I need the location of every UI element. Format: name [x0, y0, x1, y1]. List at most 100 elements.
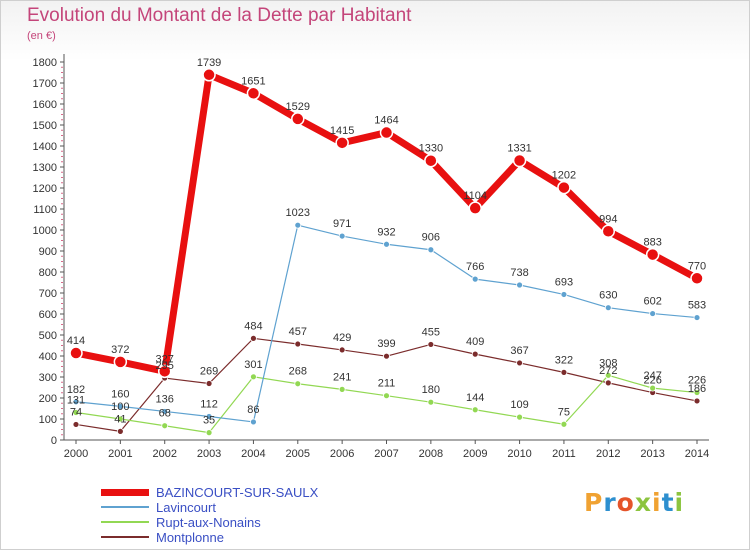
x-tick-label: 2004: [241, 448, 265, 460]
data-point-rupt-aux-nonains: [604, 371, 612, 379]
data-point-lavincourt: [250, 418, 257, 426]
y-tick-label: 200: [39, 393, 57, 405]
data-label-montplonne: 429: [333, 332, 351, 344]
data-point-rupt-aux-nonains: [161, 422, 169, 430]
data-label-lavincourt: 136: [156, 393, 174, 405]
data-point-rupt-aux-nonains: [471, 406, 479, 414]
data-point-montplonne: [693, 397, 701, 405]
data-label-rupt-aux-nonains: 268: [289, 366, 307, 378]
y-tick-label: 1800: [33, 57, 57, 69]
x-tick-label: 2008: [419, 448, 443, 460]
data-label-rupt-aux-nonains: 100: [111, 401, 129, 413]
data-point-bazincourt-sur-saulx: [113, 355, 128, 369]
data-point-rupt-aux-nonains: [294, 380, 302, 388]
data-point-rupt-aux-nonains: [338, 385, 346, 393]
data-point-montplonne: [72, 421, 80, 428]
x-tick-label: 2014: [685, 448, 709, 460]
y-tick-label: 0: [51, 435, 57, 447]
data-point-lavincourt: [294, 221, 302, 229]
data-point-bazincourt-sur-saulx: [690, 271, 704, 286]
x-tick-label: 2009: [463, 448, 487, 460]
y-tick-label: 1300: [33, 162, 57, 174]
x-tick-label: 2010: [507, 448, 531, 460]
data-point-montplonne: [471, 350, 479, 358]
data-label-rupt-aux-nonains: 301: [244, 359, 262, 371]
data-label-montplonne: 399: [377, 338, 395, 350]
legend-item-lavincourt: Lavincourt: [101, 500, 361, 515]
data-label-rupt-aux-nonains: 131: [67, 394, 85, 406]
x-tick-label: 2013: [640, 448, 664, 460]
data-label-lavincourt: 583: [688, 300, 706, 312]
data-point-rupt-aux-nonains: [693, 389, 701, 396]
data-point-lavincourt: [649, 310, 657, 317]
data-point-lavincourt: [205, 413, 213, 420]
data-point-lavincourt: [338, 232, 346, 240]
x-tick-label: 2006: [330, 448, 354, 460]
data-label-bazincourt-sur-saulx: 372: [111, 344, 129, 356]
y-tick-label: 1700: [33, 78, 57, 90]
data-label-lavincourt: 182: [67, 384, 85, 396]
data-point-bazincourt-sur-saulx: [291, 112, 305, 126]
x-tick-label: 2011: [552, 448, 576, 460]
x-tick-label: 2000: [64, 448, 88, 460]
data-point-bazincourt-sur-saulx: [601, 224, 616, 239]
data-point-bazincourt-sur-saulx: [512, 153, 527, 168]
data-label-rupt-aux-nonains: 211: [378, 378, 396, 390]
x-tick-label: 2005: [286, 448, 310, 460]
data-label-montplonne: 269: [200, 366, 218, 378]
y-tick-label: 500: [39, 330, 57, 342]
data-label-montplonne: 409: [466, 336, 484, 348]
data-label-rupt-aux-nonains: 226: [688, 375, 706, 387]
data-point-bazincourt-sur-saulx: [202, 68, 216, 82]
data-label-montplonne: 272: [599, 365, 617, 377]
x-tick-label: 2012: [596, 448, 620, 460]
data-point-montplonne: [383, 352, 390, 360]
data-point-lavincourt: [161, 408, 169, 415]
data-label-lavincourt: 906: [422, 232, 440, 244]
legend-label-lavincourt: Lavincourt: [156, 500, 216, 515]
data-label-montplonne: 226: [643, 375, 661, 387]
y-tick-label: 1600: [33, 99, 57, 111]
legend-item-montplonne: Montplonne: [101, 530, 361, 545]
data-label-rupt-aux-nonains: 68: [159, 408, 171, 420]
y-tick-label: 1200: [33, 183, 57, 195]
data-label-bazincourt-sur-saulx: 1330: [419, 143, 443, 155]
data-point-rupt-aux-nonains: [205, 429, 213, 437]
y-tick-label: 100: [39, 414, 57, 426]
data-label-montplonne: 367: [510, 345, 528, 357]
data-label-lavincourt: 971: [333, 218, 351, 230]
data-label-rupt-aux-nonains: 180: [422, 384, 440, 396]
data-point-montplonne: [427, 341, 435, 348]
data-label-lavincourt: 86: [247, 404, 259, 416]
data-point-lavincourt: [693, 314, 701, 321]
data-label-montplonne: 74: [70, 406, 82, 418]
data-point-montplonne: [604, 379, 612, 387]
data-point-bazincourt-sur-saulx: [424, 153, 438, 168]
legend-swatch-bazincourt: [101, 489, 149, 496]
data-point-lavincourt: [516, 281, 523, 289]
data-label-rupt-aux-nonains: 75: [558, 406, 570, 418]
data-point-rupt-aux-nonains: [516, 413, 523, 421]
data-label-montplonne: 484: [244, 320, 262, 332]
legend-swatch-rupt-aux-nonains: [101, 521, 149, 523]
data-point-montplonne: [205, 380, 213, 387]
data-label-rupt-aux-nonains: 308: [599, 357, 617, 369]
data-label-bazincourt-sur-saulx: 1331: [507, 142, 531, 154]
data-label-lavincourt: 738: [510, 267, 528, 279]
data-point-lavincourt: [72, 398, 80, 406]
y-tick-label: 900: [39, 246, 57, 258]
data-label-lavincourt: 630: [599, 290, 617, 302]
data-point-bazincourt-sur-saulx: [379, 125, 394, 140]
data-label-bazincourt-sur-saulx: 1739: [197, 57, 221, 69]
y-tick-label: 600: [39, 309, 57, 321]
data-label-bazincourt-sur-saulx: 414: [67, 335, 85, 347]
data-point-lavincourt: [471, 275, 479, 283]
data-point-montplonne: [250, 334, 257, 342]
data-label-rupt-aux-nonains: 35: [203, 415, 215, 427]
legend-label-montplonne: Montplonne: [156, 530, 224, 545]
data-label-lavincourt: 112: [200, 398, 218, 410]
data-label-montplonne: 41: [114, 413, 126, 425]
data-point-rupt-aux-nonains: [383, 392, 390, 400]
data-point-lavincourt: [427, 246, 435, 254]
data-point-bazincourt-sur-saulx: [557, 180, 571, 195]
